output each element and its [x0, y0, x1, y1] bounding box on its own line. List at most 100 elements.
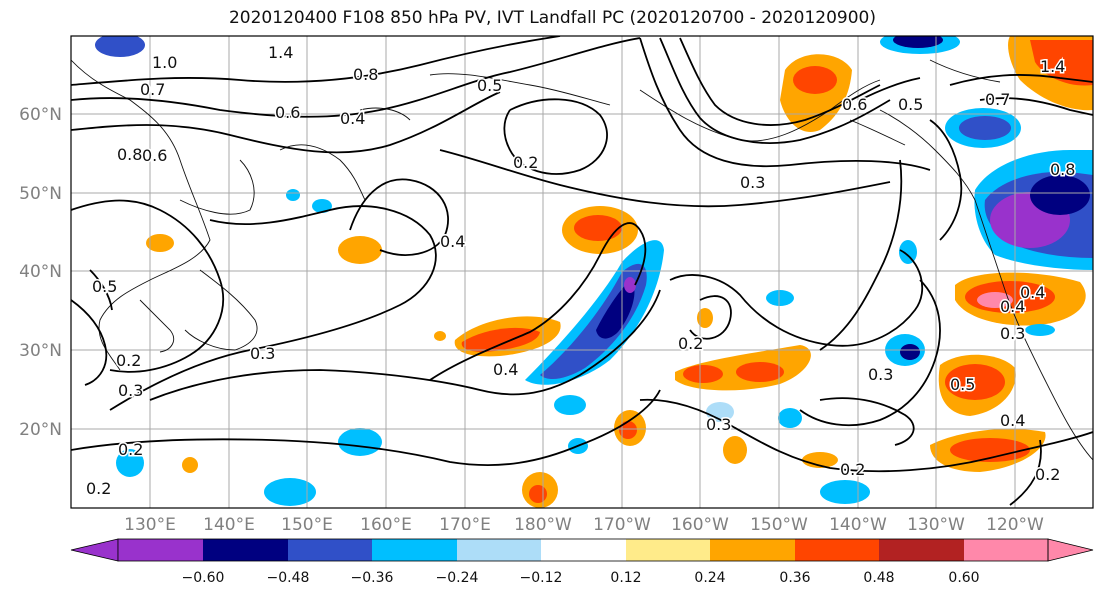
negative-pv-blob	[554, 395, 586, 415]
pv-contours	[71, 36, 1093, 506]
colorbar-tick-label: −0.60	[182, 570, 225, 586]
colorbar-tick-label: −0.24	[436, 570, 479, 586]
positive-pv-band-core	[683, 365, 723, 383]
colorbar-tick-label: 0.48	[863, 570, 894, 586]
contour-label: 0.4	[493, 360, 518, 379]
colorbar-max-extension	[1047, 538, 1094, 562]
positive-pv-region-core	[793, 66, 837, 94]
contour-label: 0.6	[842, 95, 867, 114]
colorbar-segment	[879, 539, 964, 561]
positive-pv-blob	[697, 308, 713, 328]
positive-pv-blob	[723, 436, 747, 464]
lon-tick-label: 170°W	[593, 515, 651, 535]
positive-pv-blob-core	[529, 485, 547, 503]
lon-tick-label: 160°E	[360, 515, 412, 535]
contour-label: 0.2	[840, 460, 865, 479]
contour-label: 1.4	[268, 43, 293, 62]
negative-pv-blob	[95, 36, 145, 57]
contour-label: 0.2	[513, 153, 538, 172]
lat-tick-label: 50°N	[19, 184, 62, 204]
negative-pv-blob	[264, 478, 316, 506]
contour-label: 0.5	[477, 76, 502, 95]
lon-tick-label: 160°W	[671, 515, 729, 535]
negative-pv-blob	[312, 199, 332, 213]
positive-pv-blob	[182, 457, 198, 473]
colorbar-tick-label: 0.60	[948, 570, 979, 586]
contour-label: 0.5	[92, 277, 117, 296]
colorbar-tick-label: 0.12	[610, 570, 641, 586]
negative-pv-streak-center	[596, 280, 635, 339]
positive-pv-blob	[338, 236, 382, 264]
colorbar-tick-label: −0.12	[520, 570, 563, 586]
contour-label: 0.8	[117, 145, 142, 164]
latitude-labels: 60°N 50°N 40°N 30°N 20°N	[19, 105, 62, 440]
contour-labels: 1.0 1.4 0.7 0.8 0.6 0.4 0.5 0.2 0.3 0.4 …	[85, 42, 1077, 500]
contour-label: 0.3	[1000, 324, 1025, 343]
negative-pv-blob	[899, 240, 917, 264]
contour-label: 0.7	[985, 90, 1010, 109]
lon-tick-label: 150°E	[281, 515, 333, 535]
negative-pv-max	[624, 277, 636, 293]
positive-pv-cluster-core	[945, 364, 1005, 400]
positive-pv-blob	[146, 234, 174, 252]
contour-label: 0.2	[1035, 465, 1060, 484]
positive-pv-blob-core	[461, 327, 540, 352]
lon-tick-label: 130°E	[124, 515, 176, 535]
positive-pv-band-core	[950, 438, 1030, 462]
contour-label: 0.6	[275, 103, 300, 122]
colorbar-min-extension	[70, 538, 119, 562]
contour-label: 0.4	[440, 232, 465, 251]
lon-tick-label: 140°W	[829, 515, 887, 535]
contour-label: 0.4	[1000, 297, 1025, 316]
lat-tick-label: 20°N	[19, 420, 62, 440]
lon-tick-label: 120°W	[986, 515, 1044, 535]
colorbar-segment	[795, 539, 879, 561]
lat-tick-label: 40°N	[19, 262, 62, 282]
negative-pv-blob	[286, 189, 300, 201]
negative-pv-blob	[116, 449, 144, 477]
contour-label: 0.6	[142, 146, 167, 165]
negative-pv-blob	[778, 408, 802, 428]
graticule	[71, 36, 1093, 508]
contour-label: 0.8	[1050, 160, 1075, 179]
positive-pv-region-core	[1030, 40, 1093, 86]
colorbar-segment	[626, 539, 710, 561]
positive-pv-blob	[434, 331, 446, 341]
lon-tick-label: 180°W	[514, 515, 572, 535]
colorbar-tick-label: 0.36	[779, 570, 810, 586]
colorbar-segment	[964, 539, 1048, 561]
negative-pv-blob	[766, 290, 794, 306]
colorbar-segment	[372, 539, 457, 561]
colorbar-tick-label: −0.48	[267, 570, 310, 586]
negative-pv-blob	[1025, 324, 1055, 336]
contour-label: 0.5	[950, 375, 975, 394]
contour-label: 0.3	[740, 173, 765, 192]
colorbar-segment	[118, 539, 203, 561]
negative-pv-blob	[338, 428, 382, 456]
lon-tick-label: 140°E	[203, 515, 255, 535]
contour-label: 0.2	[118, 440, 143, 459]
contour-label: 0.4	[1000, 411, 1025, 430]
contour-label: 0.4	[1020, 283, 1045, 302]
coastlines	[71, 59, 1093, 461]
contour-label: 1.4	[1040, 57, 1065, 76]
negative-pv-region-core	[959, 116, 1011, 140]
longitude-labels: 130°E 140°E 150°E 160°E 170°E 180°W 170°…	[124, 515, 1044, 535]
negative-pv-blob-core	[900, 344, 920, 360]
lat-tick-label: 60°N	[19, 105, 62, 125]
lon-tick-label: 130°W	[907, 515, 965, 535]
contour-label: 0.2	[678, 334, 703, 353]
colorbar: −0.60 −0.48 −0.36 −0.24 −0.12 0.12 0.24 …	[70, 538, 1094, 586]
map-frame	[70, 35, 1094, 509]
contour-label: 0.3	[706, 415, 731, 434]
positive-pv-blob-core	[574, 215, 622, 241]
negative-pv-cluster-center	[1030, 175, 1090, 215]
contour-label: 0.3	[250, 344, 275, 363]
positive-pv-band-core	[736, 362, 784, 382]
contour-label: 0.2	[86, 479, 111, 498]
lon-tick-label: 150°W	[750, 515, 808, 535]
contour-label: 0.5	[898, 95, 923, 114]
colorbar-segment	[710, 539, 795, 561]
colorbar-segment	[203, 539, 288, 561]
